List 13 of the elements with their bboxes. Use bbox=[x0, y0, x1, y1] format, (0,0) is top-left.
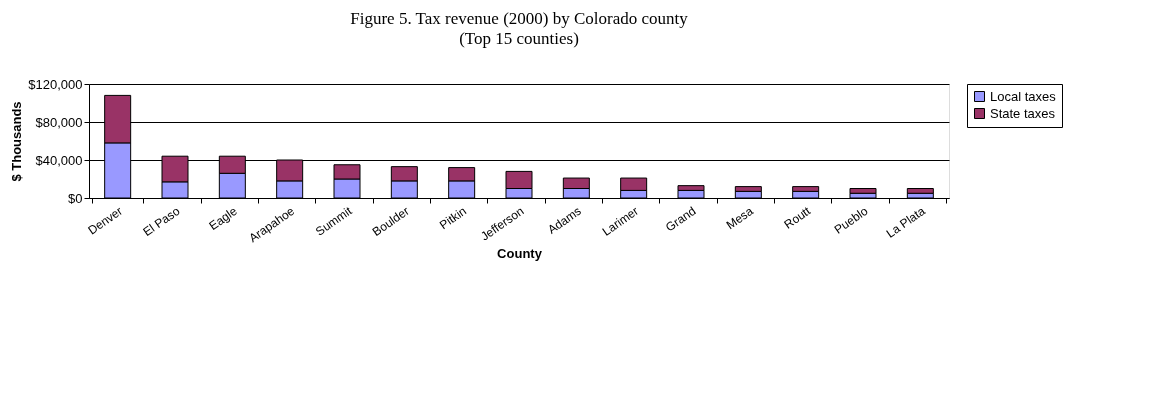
chart-title: Figure 5. Tax revenue (2000) by Colorado county bbox=[350, 9, 689, 28]
legend-label: Local taxes bbox=[990, 88, 1057, 104]
legend-label: State taxes bbox=[990, 105, 1056, 121]
chart-subtitle: (Top 15 counties) bbox=[459, 29, 579, 48]
y-tick-label: $120,000 bbox=[28, 76, 83, 92]
y-tick-label: $40,000 bbox=[35, 152, 83, 168]
x-tick-label: Mesa bbox=[723, 203, 756, 233]
y-tick-label: $0 bbox=[68, 190, 83, 206]
y-axis-title: $ Thousands bbox=[9, 101, 25, 182]
y-tick-label: $80,000 bbox=[35, 114, 83, 130]
x-axis-title: County bbox=[497, 246, 543, 262]
x-tick-label: El Paso bbox=[140, 203, 183, 240]
x-tick-label: La Plata bbox=[883, 203, 928, 241]
